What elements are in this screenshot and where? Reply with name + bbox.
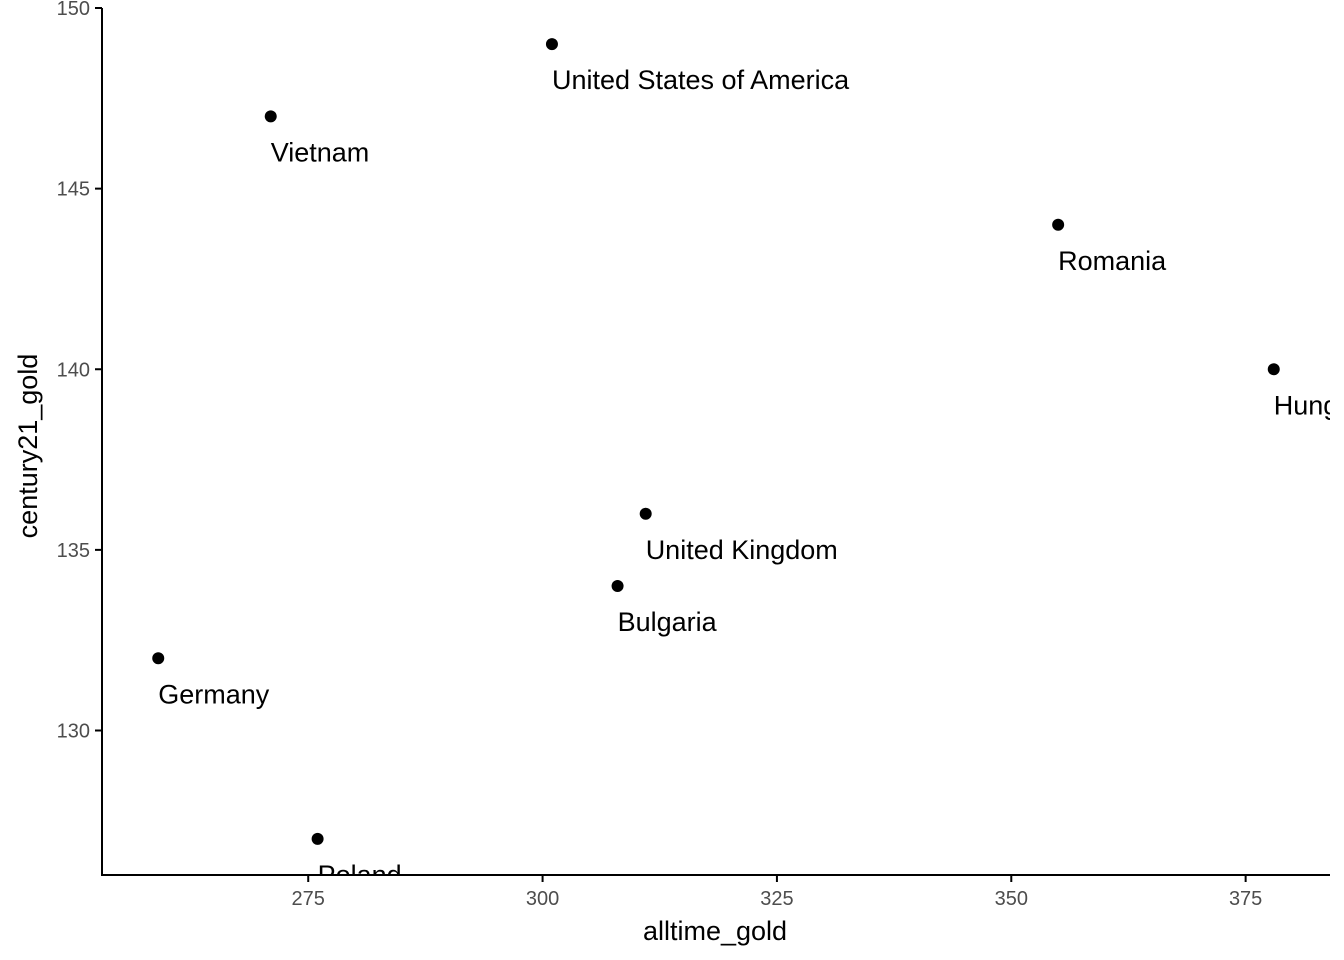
data-point (545, 38, 558, 51)
x-axis-title: alltime_gold (643, 916, 787, 946)
data-point (311, 832, 324, 845)
data-point-label: Bulgaria (618, 607, 718, 637)
data-point (1267, 363, 1280, 376)
y-tick-label: 135 (57, 540, 90, 562)
y-tick-label: 140 (57, 359, 90, 381)
x-tick-label: 325 (760, 888, 793, 910)
data-point (639, 507, 652, 520)
x-axis-ticks: 275 300 325 350 375 (292, 875, 1262, 910)
y-tick-label: 145 (57, 179, 90, 201)
data-point (264, 110, 277, 123)
data-point-label: Germany (158, 679, 270, 709)
y-tick-label: 150 (57, 0, 90, 20)
x-tick-label: 350 (995, 888, 1028, 910)
data-point-label: Vietnam (271, 137, 370, 167)
y-axis-ticks: 130 135 140 145 150 (57, 0, 102, 743)
data-point-label: United States of America (552, 65, 850, 95)
data-point-label: Romania (1058, 246, 1167, 276)
data-points: United States of America Vietnam Romania Hu… (152, 38, 1344, 890)
data-point (1052, 218, 1065, 231)
y-axis-title: century21_gold (13, 354, 43, 539)
data-point-label: United Kingdom (646, 535, 838, 565)
data-point-label: Poland (318, 860, 402, 890)
data-point (611, 580, 624, 592)
y-tick-label: 130 (57, 721, 90, 743)
x-tick-label: 300 (526, 888, 559, 910)
data-point (152, 652, 165, 665)
x-tick-label: 275 (292, 888, 325, 910)
x-tick-label: 375 (1229, 888, 1262, 910)
data-point-label: Hungary (1274, 390, 1344, 420)
